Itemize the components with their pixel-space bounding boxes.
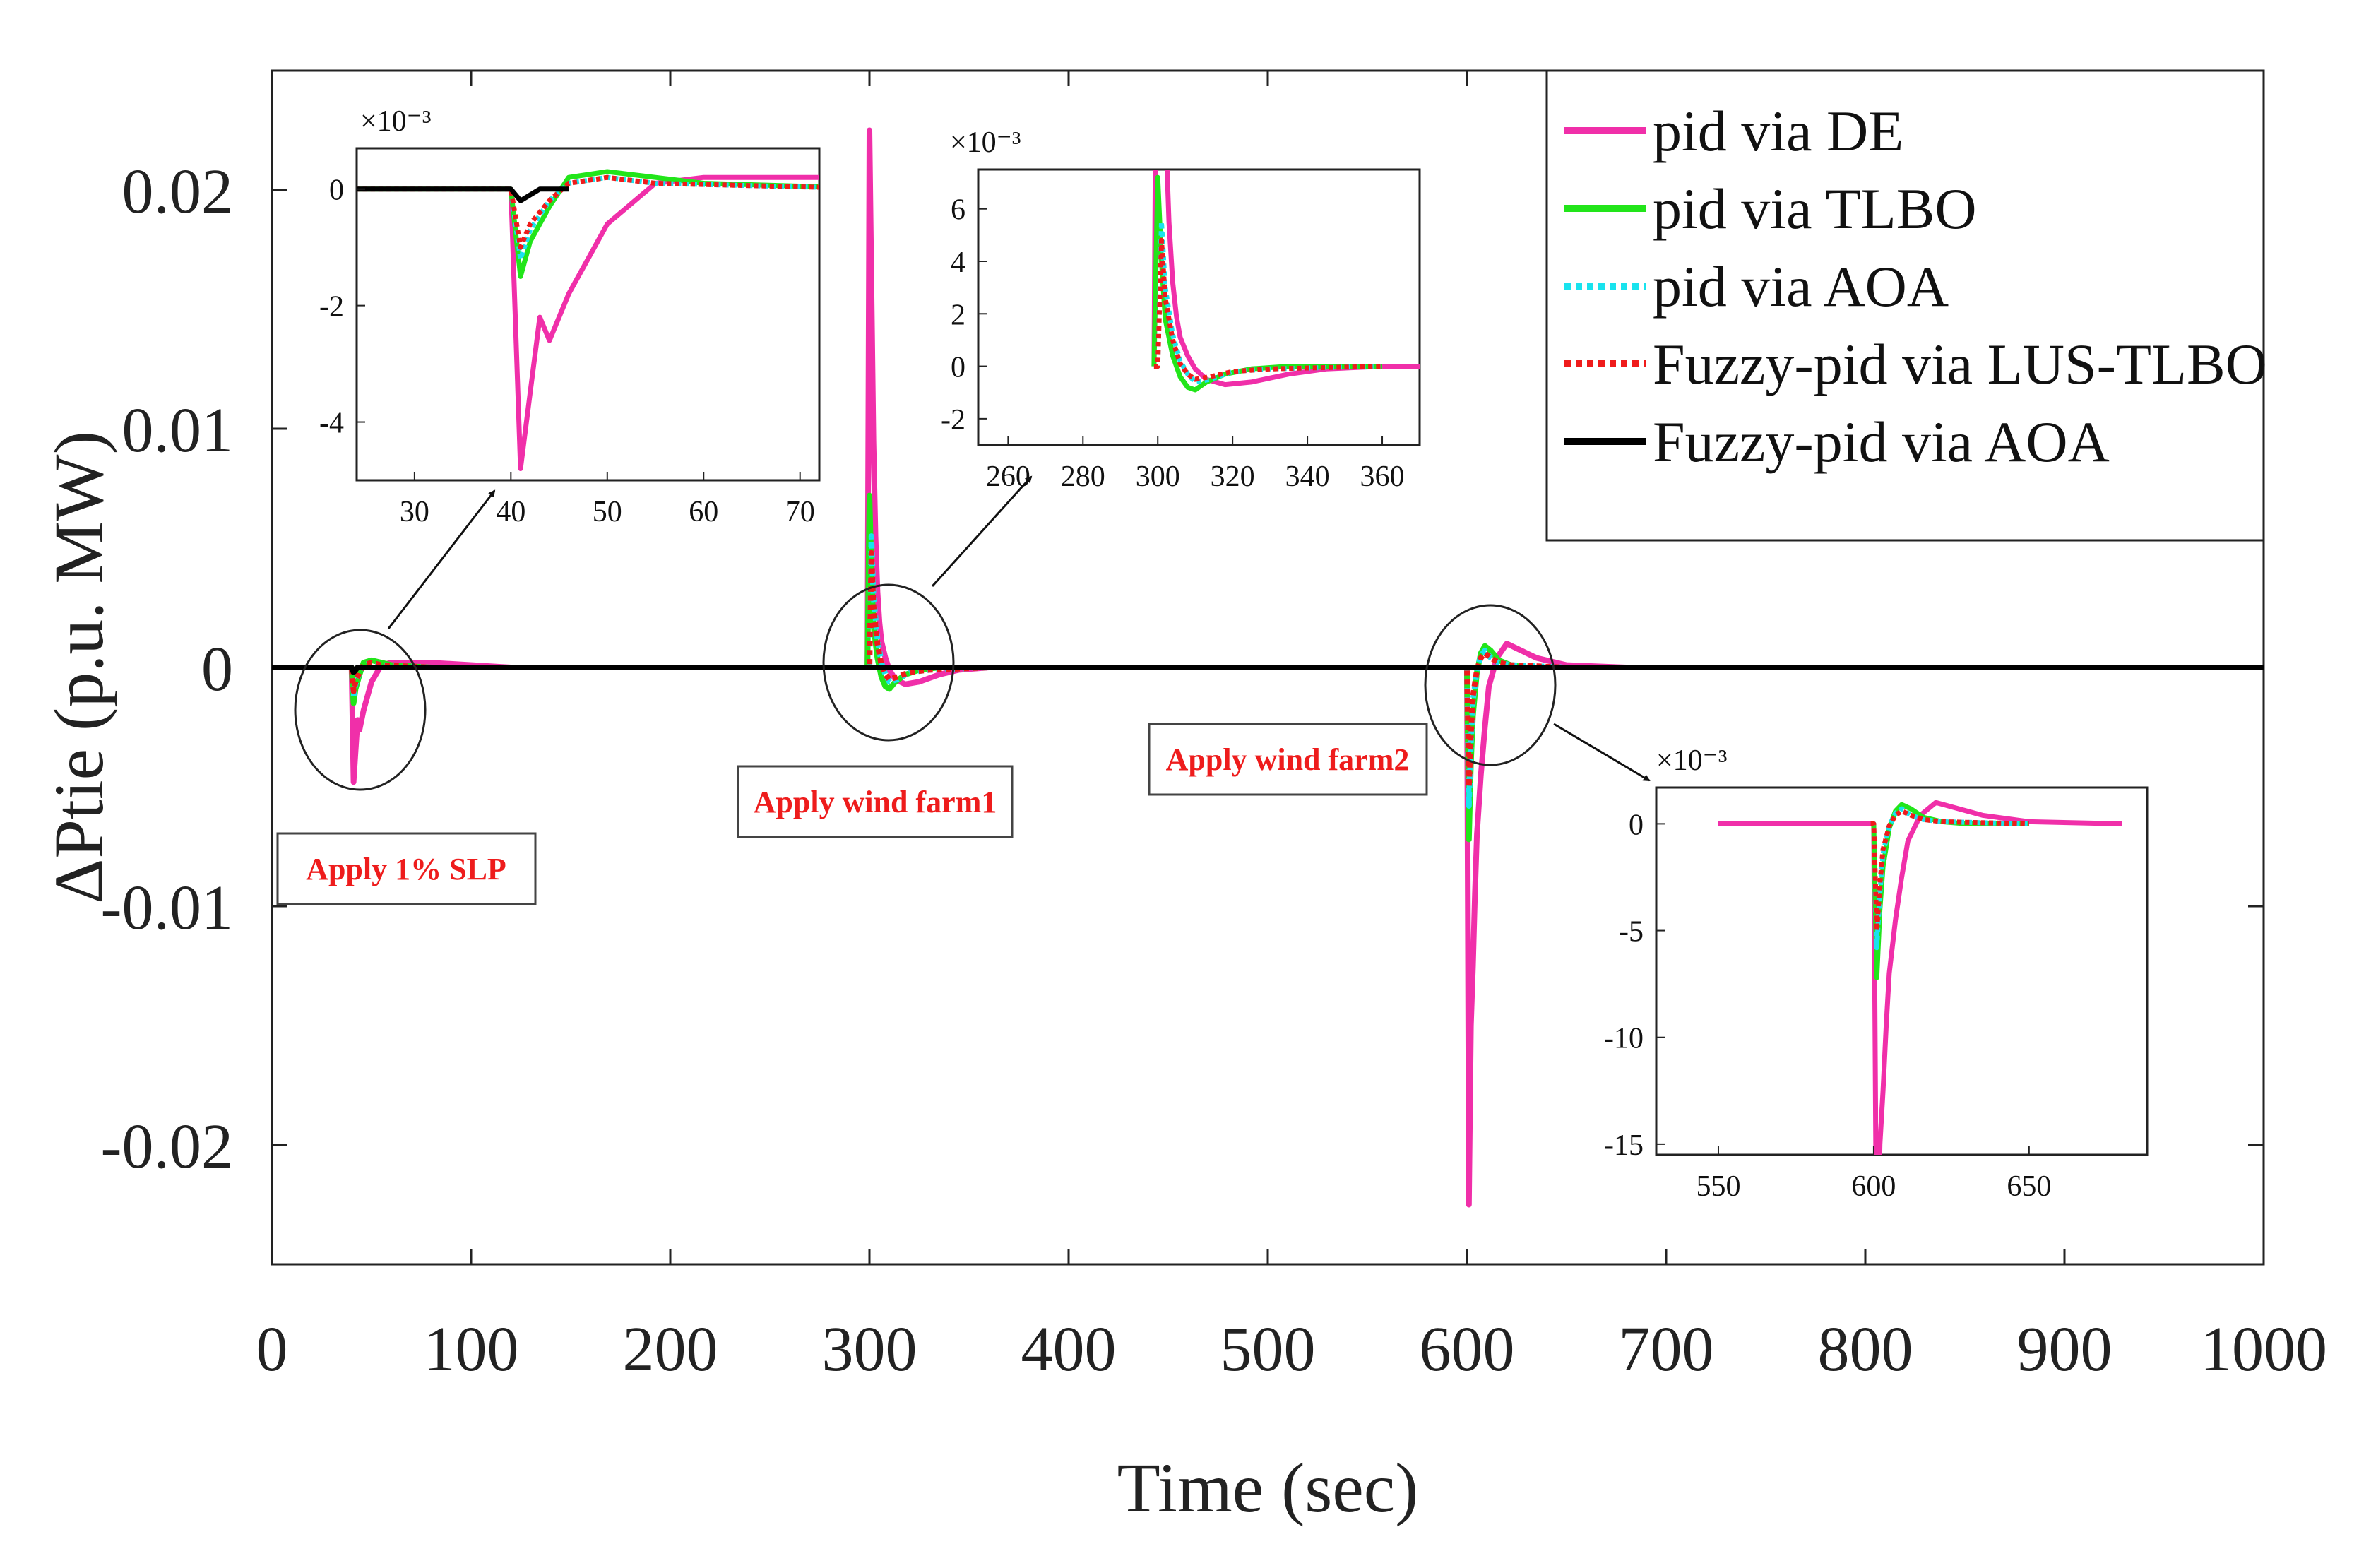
inset-x-tick-label: 40: [496, 496, 525, 528]
inset-series: [1151, 170, 1420, 393]
y-tick-label: 0.02: [122, 157, 234, 227]
series-line-fuzzy-pid-via-aoa: [272, 665, 2264, 675]
legend-label: pid via TLBO: [1653, 177, 1977, 241]
inset-x-tick-label: 60: [689, 496, 718, 528]
y-tick-label: 0.01: [122, 396, 234, 465]
inset-series: [1718, 800, 2122, 1155]
inset-y-tick-label: 2: [951, 299, 965, 331]
annotation-3: Apply wind farm2: [1148, 723, 1428, 796]
y-tick-label: -0.01: [101, 873, 233, 943]
annotation-label-2: Apply wind farm1: [754, 785, 997, 819]
highlight-circle-3: [1424, 604, 1557, 766]
inset-x-tick-label: 320: [1211, 461, 1255, 493]
inset-frame: [1655, 786, 2149, 1156]
inset-series-line: [1151, 170, 1420, 388]
y-tick-label: -0.02: [101, 1112, 233, 1182]
inset-exponent-label: ×10⁻³: [360, 105, 431, 138]
x-tick-label: 700: [1619, 1314, 1714, 1384]
series-line-fuzzy-pid-via-lus-tlbo: [272, 550, 2264, 790]
inset-x-tick-label: 30: [400, 496, 429, 528]
inset-y-tick-label: -10: [1604, 1023, 1644, 1055]
annotation-label-1: Apply 1% SLP: [306, 852, 506, 886]
inset-y-tick-label: -2: [941, 404, 965, 436]
inset-3: 550 600 650 0 -5 -10 -15 ×10⁻³: [1604, 744, 2149, 1203]
main-series: [272, 127, 2264, 1208]
inset-x-tick-label: 70: [785, 496, 815, 528]
main-ticks: [271, 71, 2265, 1264]
inset-y-tick-label: -15: [1604, 1129, 1644, 1162]
x-tick-label: 400: [1021, 1314, 1117, 1384]
main-tick-labels: 0 100 200 300 400 500 600 700 800 900 10000.020.01…: [101, 157, 2327, 1384]
inset-y-tick-label: -5: [1619, 916, 1644, 949]
zoom-arrow-3: [1553, 723, 1651, 782]
legend-label: pid via DE: [1653, 99, 1903, 163]
legend-label: pid via AOA: [1653, 254, 1949, 319]
annotation-box-3: [1148, 723, 1428, 796]
inset-series-line: [357, 186, 569, 203]
annotation-box-1: [276, 832, 537, 905]
x-tick-label: 200: [623, 1314, 718, 1384]
inset-x-tick-label: 280: [1061, 461, 1105, 493]
annotation-label-3: Apply wind farm2: [1166, 742, 1410, 777]
inset-x-tick-label: 550: [1696, 1170, 1740, 1203]
inset-y-tick-label: 4: [951, 247, 965, 279]
y-axis-title: ΔPtie (p.u. MW): [40, 431, 118, 904]
inset-1: 30 40 50 60 70 0 -2 -4 ×10⁻³: [319, 105, 821, 528]
inset-x-tick-label: 650: [2007, 1170, 2051, 1203]
inset-x-tick-label: 360: [1360, 461, 1405, 493]
x-tick-label: 100: [424, 1314, 519, 1384]
inset-exponent-label: ×10⁻³: [1656, 744, 1727, 777]
legend: pid via DE pid via TLBO pid via AOA Fuzzy-p…: [1545, 69, 2267, 542]
inset-x-tick-label: 600: [1851, 1170, 1896, 1203]
inset-x-tick-label: 50: [593, 496, 622, 528]
legend-label: Fuzzy-pid via LUS-TLBO: [1653, 332, 2267, 396]
inset-series-line: [1153, 219, 1383, 385]
x-tick-label: 0: [256, 1314, 288, 1384]
inset-y-tick-label: 0: [951, 352, 965, 384]
inset-x-tick-label: 340: [1285, 461, 1330, 493]
inset-frame: [977, 168, 1421, 446]
x-tick-label: 800: [1818, 1314, 1913, 1384]
inset-exponent-label: ×10⁻³: [950, 126, 1021, 159]
inset-series-line: [1870, 808, 2029, 934]
inset-2: 260 280 300 320 340 360 6 4 2 0 -2 ×10⁻³: [941, 126, 1421, 493]
x-tick-label: 300: [822, 1314, 917, 1384]
inset-y-tick-label: -2: [319, 291, 344, 323]
inset-y-tick-label: 0: [329, 174, 344, 207]
inset-series: [357, 169, 819, 471]
x-tick-label: 600: [1420, 1314, 1515, 1384]
zoom-arrow-2: [931, 475, 1033, 588]
legend-box: [1545, 69, 2265, 542]
inset-series-line: [1718, 800, 2122, 1155]
inset-y-tick-label: -4: [319, 408, 344, 440]
y-tick-label: 0: [201, 634, 233, 704]
inset-series-line: [357, 174, 819, 250]
annotation-2: Apply wind farm1: [737, 765, 1014, 838]
inset-x-tick-label: 260: [986, 461, 1030, 493]
inset-x-tick-label: 300: [1136, 461, 1180, 493]
inset-y-tick-label: 0: [1629, 809, 1644, 841]
highlight-circle-2: [822, 583, 955, 742]
annotation-1: Apply 1% SLP: [276, 832, 537, 905]
x-tick-label: 1000: [2200, 1314, 2327, 1384]
annotation-box-2: [737, 765, 1014, 838]
x-tick-label: 900: [2017, 1314, 2113, 1384]
x-tick-label: 500: [1220, 1314, 1316, 1384]
highlight-circle-1: [294, 629, 427, 791]
legend-label: Fuzzy-pid via AOA: [1653, 410, 2110, 474]
inset-frame: [355, 147, 821, 482]
inset-y-tick-label: 6: [951, 194, 965, 227]
x-axis-title: Time (sec): [1117, 1449, 1419, 1527]
zoom-arrow-1: [387, 489, 496, 629]
inset-series-line: [1153, 237, 1383, 382]
